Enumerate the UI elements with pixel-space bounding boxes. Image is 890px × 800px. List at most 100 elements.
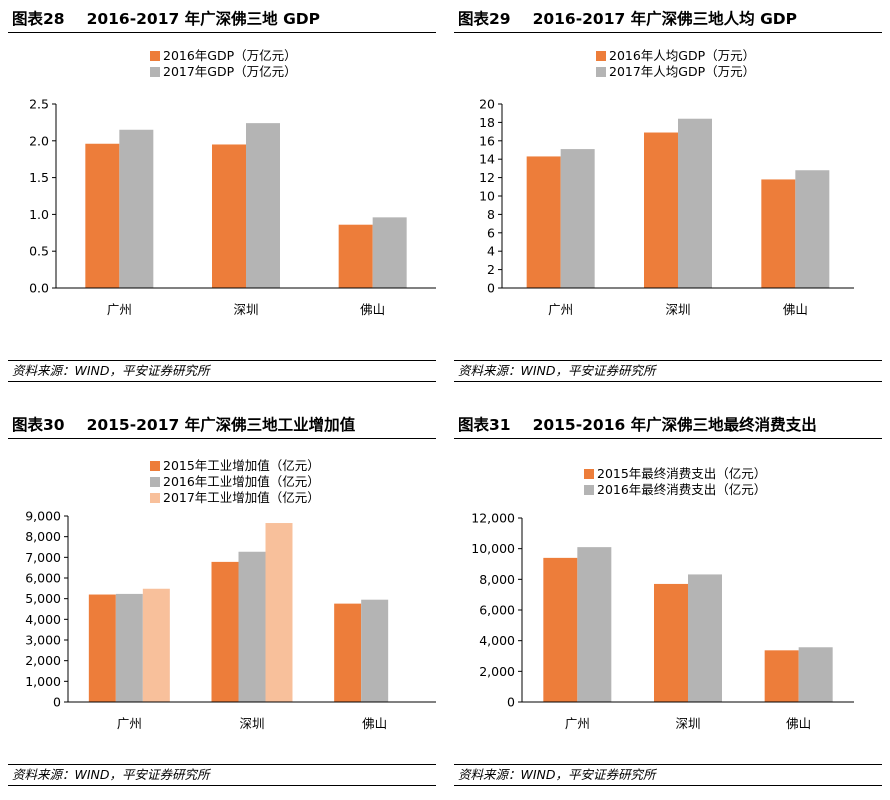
figure-number: 图表29: [458, 10, 511, 28]
x-category-label: 广州: [107, 302, 132, 317]
chart-title: 2016-2017 年广深佛三地 GDP: [86, 10, 321, 28]
y-tick-label: 18: [479, 115, 495, 130]
bar: [764, 650, 799, 702]
bar: [761, 179, 796, 288]
legend-label: 2015年最终消费支出（亿元）: [597, 466, 766, 481]
x-category-label: 广州: [117, 716, 142, 731]
source-note: 资料来源：WIND，平安证券研究所: [8, 360, 436, 382]
legend-swatch: [150, 461, 160, 471]
x-category-label: 佛山: [783, 302, 808, 317]
legend-swatch: [596, 51, 606, 61]
chart-title-bar: 图表31 2015-2016 年广深佛三地最终消费支出: [454, 414, 882, 439]
x-category-label: 深圳: [675, 716, 700, 731]
bar: [577, 547, 612, 702]
chart-panel-industrial-value-added: 图表30 2015-2017 年广深佛三地工业增加值 2015年工业增加值（亿元）…: [8, 414, 436, 792]
y-tick-label: 6,000: [25, 571, 61, 586]
chart-panel-gdp-per-capita: 图表29 2016-2017 年广深佛三地人均 GDP 2016年人均GDP（万元…: [454, 8, 882, 384]
bar: [85, 143, 120, 288]
source-text: 资料来源：WIND，平安证券研究所: [458, 767, 656, 782]
legend-label: 2017年GDP（万亿元）: [163, 64, 297, 79]
y-tick-label: 12: [479, 170, 495, 185]
bar: [265, 523, 293, 702]
y-tick-label: 0: [487, 281, 495, 296]
y-tick-label: 16: [479, 133, 495, 148]
legend-swatch: [150, 51, 160, 61]
y-tick-label: 1.0: [29, 207, 49, 222]
y-tick-label: 9,000: [25, 509, 61, 524]
y-tick-label: 8: [487, 207, 495, 222]
legend-swatch: [584, 485, 594, 495]
bar: [361, 599, 389, 702]
y-tick-label: 8,000: [25, 529, 61, 544]
y-tick-label: 0: [53, 695, 61, 710]
y-tick-label: 20: [479, 97, 495, 112]
x-category-label: 佛山: [786, 716, 811, 731]
x-category-label: 佛山: [362, 716, 387, 731]
bar: [142, 588, 170, 702]
chart-title-bar: 图表30 2015-2017 年广深佛三地工业增加值: [8, 414, 436, 439]
source-text: 资料来源：WIND，平安证券研究所: [12, 767, 210, 782]
bar: [238, 551, 266, 702]
source-note: 资料来源：WIND，平安证券研究所: [454, 764, 882, 786]
y-tick-label: 6,000: [479, 603, 515, 618]
source-note: 资料来源：WIND，平安证券研究所: [8, 764, 436, 786]
bar: [543, 557, 578, 702]
source-text: 资料来源：WIND，平安证券研究所: [458, 363, 656, 378]
legend-label: 2017年人均GDP（万元）: [609, 64, 755, 79]
bar: [212, 144, 246, 288]
source-note: 资料来源：WIND，平安证券研究所: [454, 360, 882, 382]
x-category-label: 深圳: [665, 302, 690, 317]
legend-swatch: [150, 493, 160, 503]
bar: [678, 118, 712, 288]
y-tick-label: 7,000: [25, 550, 61, 565]
y-tick-label: 10: [479, 189, 495, 204]
y-tick-label: 14: [479, 152, 495, 167]
y-tick-label: 6: [487, 225, 495, 240]
y-tick-label: 10,000: [471, 541, 515, 556]
legend-label: 2015年工业增加值（亿元）: [163, 458, 320, 473]
bar: [372, 217, 407, 288]
bar: [798, 647, 833, 702]
y-tick-label: 4,000: [25, 612, 61, 627]
source-text: 资料来源：WIND，平安证券研究所: [12, 363, 210, 378]
bar: [654, 583, 688, 702]
x-category-label: 广州: [548, 302, 573, 317]
bar-chart-gdp: 2016年GDP（万亿元）2017年GDP（万亿元） 0.0 0.5 1.0 1.5 2.…: [29, 48, 436, 317]
figure-number: 图表30: [12, 416, 65, 434]
figure-number: 图表28: [12, 10, 65, 28]
x-category-label: 佛山: [360, 302, 385, 317]
y-tick-label: 1.5: [29, 170, 49, 185]
y-tick-label: 2: [487, 262, 495, 277]
legend-swatch: [150, 477, 160, 487]
legend-label: 2016年工业增加值（亿元）: [163, 474, 320, 489]
bar: [526, 156, 561, 288]
legend-swatch: [150, 67, 160, 77]
bar: [688, 574, 722, 702]
chart-title: 2015-2016 年广深佛三地最终消费支出: [532, 416, 817, 434]
bar-chart-industrial-value-added: 2015年工业增加值（亿元）2016年工业增加值（亿元）2017年工业增加值（亿…: [25, 458, 436, 731]
legend-label: 2017年工业增加值（亿元）: [163, 490, 320, 505]
y-tick-label: 3,000: [25, 633, 61, 648]
legend-swatch: [596, 67, 606, 77]
bar: [115, 593, 143, 702]
bar: [644, 132, 678, 288]
y-tick-label: 4: [487, 244, 495, 259]
x-category-label: 深圳: [233, 302, 258, 317]
y-tick-label: 0.5: [29, 244, 49, 259]
y-tick-label: 2.5: [29, 97, 49, 112]
chart-title: 2015-2017 年广深佛三地工业增加值: [86, 416, 356, 434]
y-tick-label: 2,000: [25, 653, 61, 668]
x-category-label: 深圳: [239, 716, 264, 731]
y-tick-label: 2.0: [29, 133, 49, 148]
chart-title-bar: 图表28 2016-2017 年广深佛三地 GDP: [8, 8, 436, 33]
y-tick-label: 2,000: [479, 664, 515, 679]
y-tick-label: 4,000: [479, 633, 515, 648]
bar: [338, 224, 373, 288]
bar: [560, 149, 595, 288]
bar: [211, 561, 239, 702]
y-tick-label: 8,000: [479, 572, 515, 587]
y-tick-label: 1,000: [25, 674, 61, 689]
chart-title: 2016-2017 年广深佛三地人均 GDP: [532, 10, 798, 28]
legend-label: 2016年最终消费支出（亿元）: [597, 482, 766, 497]
y-tick-label: 12,000: [471, 511, 515, 526]
